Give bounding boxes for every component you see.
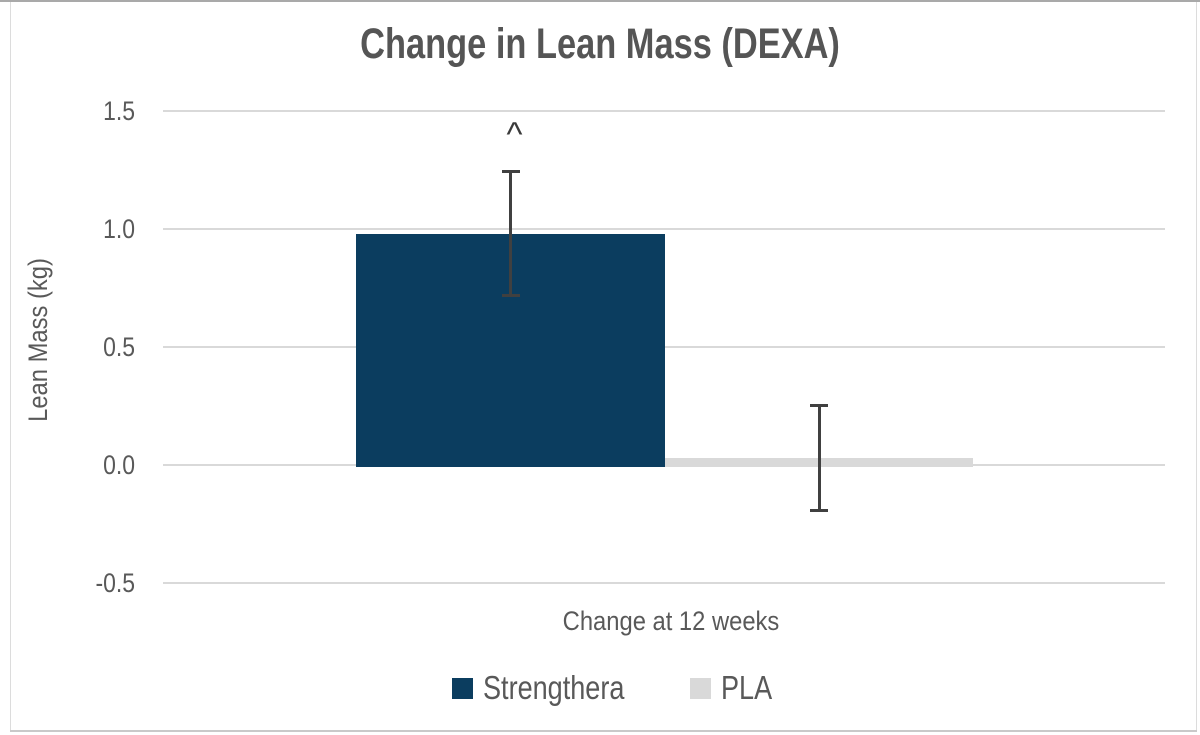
legend-label-strengthera: Strengthera xyxy=(483,669,625,706)
frame-right-border xyxy=(1196,2,1197,730)
y-tick-label-0.5: 0.5 xyxy=(103,332,135,362)
gridline--0.5 xyxy=(163,582,1165,584)
chart-title: Change in Lean Mass (DEXA) xyxy=(360,20,840,68)
legend-swatch-strengthera xyxy=(452,677,473,699)
gridline-1.0 xyxy=(163,228,1165,230)
y-axis-title: Lean Mass (kg) xyxy=(23,258,53,422)
y-tick-label--0.5: -0.5 xyxy=(95,568,135,598)
error-bar-line-strengthera xyxy=(509,170,512,298)
error-bar-cap-top-pla xyxy=(810,403,828,407)
gridline-1.5 xyxy=(163,110,1165,112)
error-bar-line-pla xyxy=(817,403,821,513)
frame-left-border xyxy=(10,2,11,730)
error-bar-cap-bottom-strengthera xyxy=(501,294,520,298)
legend-swatch-pla xyxy=(690,677,711,699)
frame-top-border xyxy=(0,0,1200,2)
legend-item-strengthera: Strengthera xyxy=(452,670,655,706)
error-bar-cap-bottom-pla xyxy=(810,509,828,513)
frame-bottom-border xyxy=(10,730,1197,732)
y-tick-label-1.5: 1.5 xyxy=(103,96,135,126)
significance-marker-strengthera: ^ xyxy=(506,116,523,154)
error-bar-cap-top-strengthera xyxy=(501,170,520,173)
legend-label-pla: PLA xyxy=(721,669,773,706)
y-tick-label-0.0: 0.0 xyxy=(103,450,135,480)
x-category-label: Change at 12 weeks xyxy=(562,606,780,636)
y-tick-label-1.0: 1.0 xyxy=(103,214,135,244)
legend-item-pla: PLA xyxy=(690,670,783,706)
